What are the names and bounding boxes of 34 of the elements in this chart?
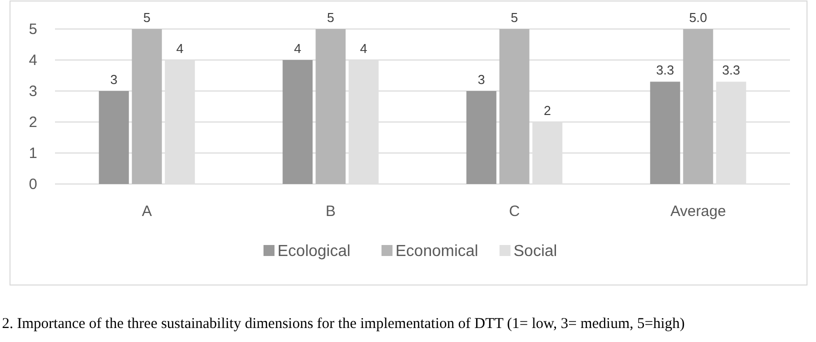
legend-label: Ecological [278,243,350,260]
x-tick-label: Average [670,203,726,220]
legend-label: Economical [396,243,478,260]
data-label: 3.3 [656,62,674,78]
data-label: 5 [510,10,518,25]
bar [650,82,680,184]
bar [466,91,496,184]
legend-label: Social [514,243,558,260]
x-tick-label: C [508,203,520,220]
bar [282,60,313,184]
y-tick-label: 3 [28,83,38,100]
y-tick-label: 1 [28,145,38,162]
y-tick-label: 0 [28,176,38,193]
bar [98,91,129,184]
data-label: 4 [294,41,302,56]
data-label: 4 [176,41,184,56]
y-tick-label: 2 [28,114,38,131]
data-label: 5 [327,10,334,25]
data-label: 3 [110,72,118,87]
bar [499,29,530,184]
data-label: 4 [360,41,368,56]
data-label: 3 [478,72,485,87]
bar [316,29,346,184]
bar [683,29,714,184]
data-label: 2 [544,103,551,118]
y-tick-label: 4 [28,52,38,69]
data-label: 3.3 [722,62,740,78]
data-label: 5 [143,10,150,25]
bar [132,29,162,184]
data-label: 5.0 [689,10,708,25]
text: 2. Importance of the three sustainability dimensions for the implementation of DTT (1= low, 3= medium, 5=high) [2,316,685,332]
x-tick-label: A [142,203,152,220]
y-tick-label: 5 [28,21,38,38]
x-tick-label: B [326,203,336,220]
